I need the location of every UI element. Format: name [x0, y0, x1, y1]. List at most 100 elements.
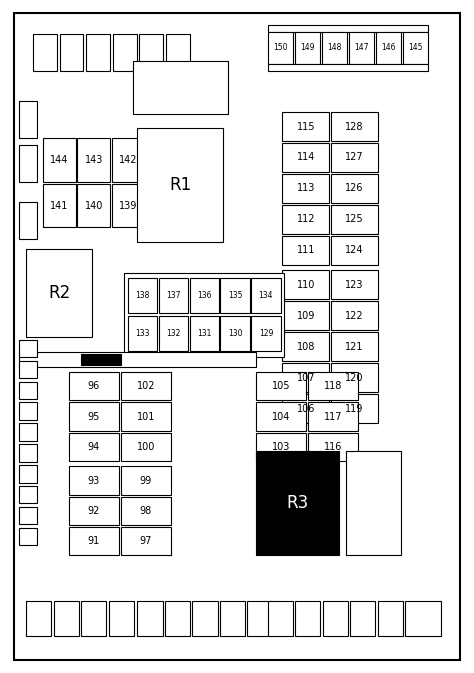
Text: 132: 132 — [166, 329, 181, 339]
Bar — [308, 433, 358, 461]
Bar — [159, 316, 188, 351]
Bar — [69, 402, 118, 431]
Bar — [268, 64, 428, 71]
Text: 109: 109 — [297, 311, 315, 320]
Text: 99: 99 — [140, 476, 152, 485]
Text: 100: 100 — [137, 442, 155, 452]
Bar — [349, 32, 374, 64]
Text: 118: 118 — [324, 382, 342, 391]
Bar — [128, 316, 157, 351]
Bar — [282, 112, 329, 141]
Bar — [268, 601, 293, 636]
Text: 95: 95 — [87, 412, 100, 421]
Bar — [69, 497, 118, 525]
Text: 117: 117 — [324, 412, 342, 421]
Bar — [251, 316, 281, 351]
Bar — [26, 601, 51, 636]
Bar — [128, 278, 157, 313]
Text: 112: 112 — [296, 215, 315, 224]
Bar — [256, 402, 306, 431]
Bar — [295, 32, 320, 64]
Bar — [282, 236, 329, 265]
Text: 139: 139 — [119, 201, 137, 211]
Bar — [378, 601, 403, 636]
Bar — [69, 372, 118, 400]
Text: 142: 142 — [119, 155, 138, 165]
Bar — [19, 486, 37, 503]
Bar — [403, 32, 428, 64]
Bar — [350, 601, 375, 636]
Text: 143: 143 — [85, 155, 103, 165]
Text: R1: R1 — [169, 176, 191, 194]
Text: 94: 94 — [88, 442, 100, 452]
Text: 106: 106 — [297, 404, 315, 413]
Text: 128: 128 — [345, 122, 364, 131]
Text: 130: 130 — [228, 329, 242, 339]
Text: 146: 146 — [382, 43, 396, 52]
Bar — [282, 174, 329, 203]
Text: 92: 92 — [87, 506, 100, 516]
Text: 121: 121 — [345, 342, 364, 351]
Text: 98: 98 — [140, 506, 152, 516]
Text: 96: 96 — [88, 382, 100, 391]
Bar — [331, 205, 378, 234]
Bar — [331, 174, 378, 203]
Bar — [112, 138, 145, 182]
Bar — [190, 278, 219, 313]
Text: 129: 129 — [259, 329, 273, 339]
Text: 123: 123 — [345, 280, 364, 289]
Text: 137: 137 — [166, 291, 181, 300]
Text: 134: 134 — [259, 291, 273, 300]
Bar — [405, 601, 441, 636]
Bar — [192, 601, 218, 636]
Bar — [282, 394, 329, 423]
Bar — [331, 270, 378, 299]
Bar — [282, 143, 329, 172]
Bar — [69, 466, 118, 495]
Bar — [60, 34, 83, 71]
Text: 97: 97 — [139, 536, 152, 546]
Bar — [247, 601, 273, 636]
Bar — [331, 301, 378, 330]
Bar — [19, 402, 37, 420]
Bar — [268, 25, 428, 32]
Bar — [166, 34, 190, 71]
Bar — [19, 202, 37, 239]
Bar — [43, 184, 76, 227]
Text: 120: 120 — [345, 373, 364, 382]
Text: 91: 91 — [88, 536, 100, 546]
Text: 140: 140 — [85, 201, 103, 211]
Bar — [268, 32, 293, 64]
Text: 104: 104 — [272, 412, 290, 421]
Bar — [77, 184, 110, 227]
Bar — [19, 382, 37, 399]
Bar — [322, 32, 347, 64]
Text: 110: 110 — [297, 280, 315, 289]
Bar — [139, 34, 163, 71]
Bar — [256, 433, 306, 461]
Bar — [113, 34, 137, 71]
Bar — [282, 301, 329, 330]
Bar — [19, 423, 37, 441]
Bar — [121, 527, 171, 555]
Bar — [77, 138, 110, 182]
Bar — [137, 601, 163, 636]
Text: 114: 114 — [297, 153, 315, 162]
Text: 149: 149 — [301, 43, 315, 52]
Text: 131: 131 — [197, 329, 211, 339]
Bar — [331, 143, 378, 172]
Text: R2: R2 — [48, 284, 70, 302]
Bar — [121, 402, 171, 431]
Bar — [220, 316, 250, 351]
Text: 136: 136 — [197, 291, 211, 300]
Bar — [165, 601, 190, 636]
Text: 111: 111 — [297, 246, 315, 255]
Bar — [43, 138, 76, 182]
Bar — [109, 601, 134, 636]
Bar — [33, 34, 57, 71]
Bar — [220, 278, 250, 313]
Text: 119: 119 — [346, 404, 364, 413]
Text: 116: 116 — [324, 442, 342, 452]
Bar — [19, 145, 37, 182]
Bar — [251, 278, 281, 313]
